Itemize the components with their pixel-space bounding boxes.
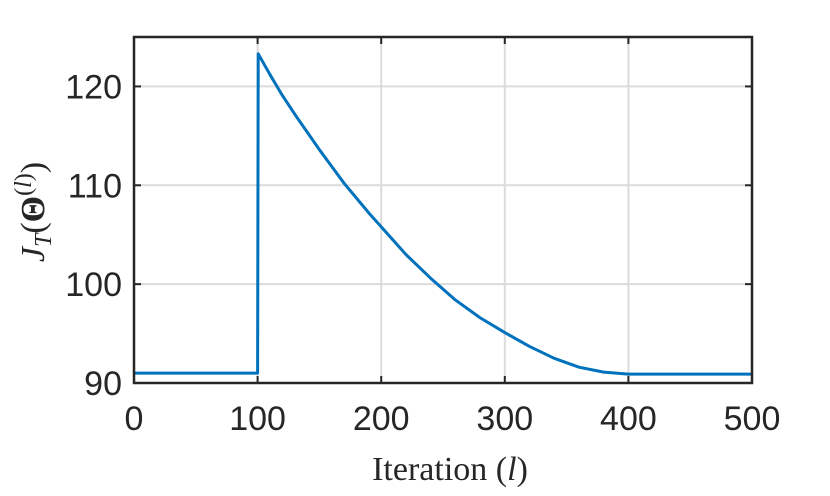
axis-ticks: 0 100 200 300 400 500 90 100 110 120 xyxy=(65,37,780,438)
y-tick-label: 120 xyxy=(65,68,122,106)
y-axis-label: JT(Θ(l)) xyxy=(11,162,57,262)
x-tick-label: 500 xyxy=(724,400,781,438)
x-axis-label: Iteration (l) xyxy=(372,451,528,488)
x-tick-label: 200 xyxy=(353,400,410,438)
x-tick-label: 300 xyxy=(476,400,533,438)
plot-area-border xyxy=(132,35,754,385)
x-tick-label: 100 xyxy=(229,400,286,438)
y-tick-label: 90 xyxy=(84,365,122,403)
grid-lines xyxy=(134,37,752,383)
series-layer xyxy=(134,52,752,376)
x-tick-label: 0 xyxy=(125,400,144,438)
y-tick-label: 100 xyxy=(65,266,122,304)
y-tick-label: 110 xyxy=(68,167,122,205)
series-line xyxy=(134,52,752,376)
x-tick-label: 400 xyxy=(600,400,657,438)
